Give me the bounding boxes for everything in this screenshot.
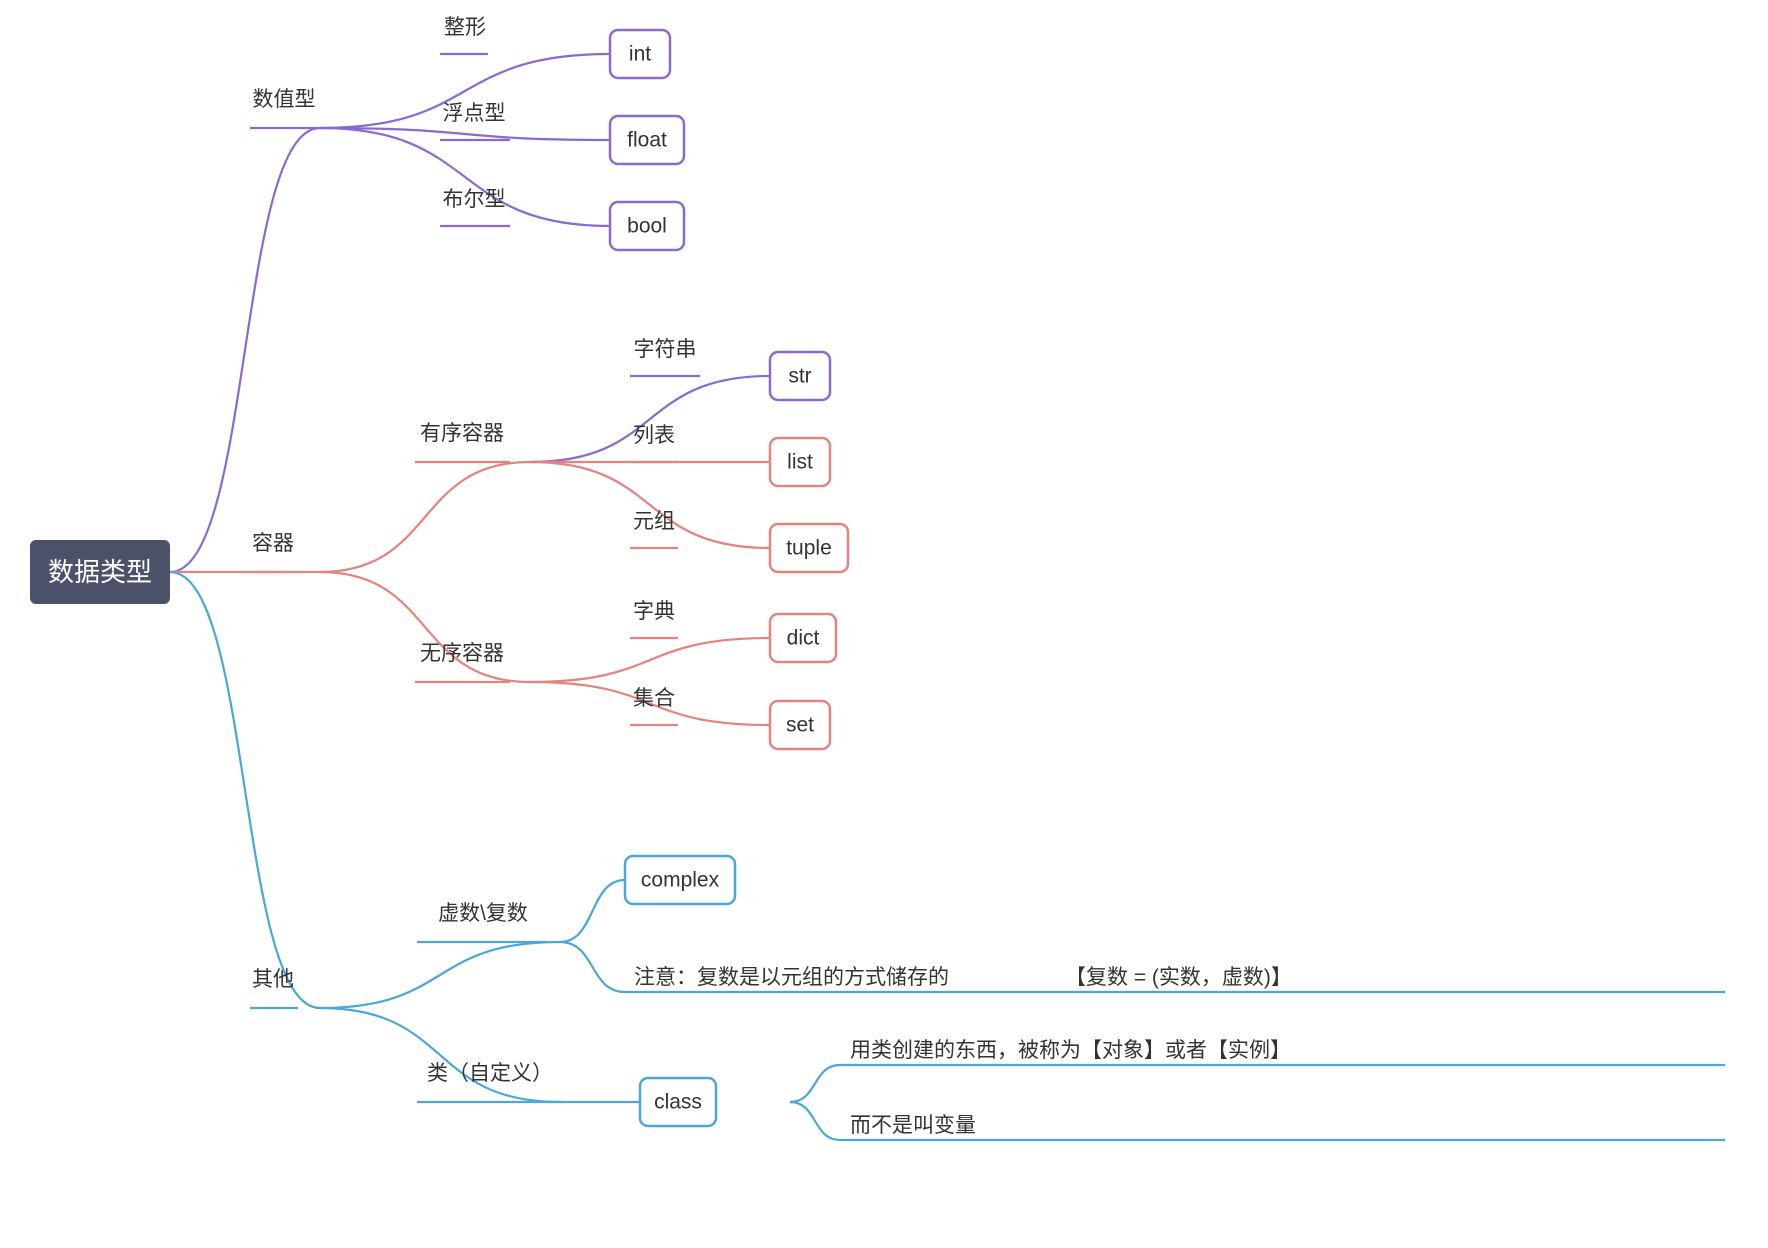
branch-label: 数值型 [253, 88, 316, 111]
branch-label: 容器 [252, 532, 294, 555]
leaf-label: class [654, 1091, 702, 1114]
leaf-label: complex [641, 869, 720, 892]
branch-label: 布尔型 [443, 188, 506, 211]
leaf-label: set [786, 714, 814, 737]
edge [170, 128, 320, 572]
edge [320, 942, 560, 1008]
edge [790, 1102, 840, 1140]
leaf-label: float [627, 129, 667, 152]
edge [170, 572, 320, 1008]
branch-label: 浮点型 [443, 102, 506, 125]
edge [320, 1008, 560, 1102]
branch-label: 整形 [444, 16, 486, 39]
note-text: 注意：复数是以元组的方式储存的 [634, 966, 949, 989]
edge [530, 462, 770, 548]
branch-label: 其他 [252, 968, 294, 991]
leaf-label: bool [627, 215, 667, 238]
leaf-label: tuple [786, 537, 832, 560]
branch-label: 字符串 [634, 338, 697, 361]
branch-label: 类（自定义） [427, 1062, 553, 1085]
edge [790, 1065, 840, 1102]
root-label: 数据类型 [48, 557, 152, 587]
edge [530, 376, 770, 462]
mindmap-canvas: 数值型容器其他 整形浮点型布尔型有序容器无序容器 字符串列表元组字典集合虚数\复数类… [0, 0, 1768, 1248]
branch-label: 元组 [633, 510, 675, 533]
edge [560, 880, 625, 942]
leaf-label: list [787, 451, 813, 474]
branch-label: 虚数\复数 [438, 902, 528, 925]
branch-label: 有序容器 [420, 422, 504, 445]
edge [320, 128, 610, 226]
leaf-label: int [629, 43, 651, 66]
note-text: 而不是叫变量 [850, 1114, 976, 1137]
leaf-label: dict [787, 627, 820, 650]
branch-label: 字典 [633, 600, 675, 623]
note-text: 用类创建的东西，被称为【对象】或者【实例】 [850, 1039, 1291, 1062]
leaf-label: str [788, 365, 811, 388]
edge [530, 638, 770, 682]
branch-label: 集合 [633, 687, 675, 710]
edge [320, 462, 530, 572]
edge [320, 572, 530, 682]
edge [560, 942, 625, 992]
note-text: 【复数 = (实数，虚数)】 [1065, 966, 1292, 989]
branch-label: 列表 [633, 424, 675, 447]
branch-label: 无序容器 [420, 642, 504, 665]
edge [320, 128, 610, 140]
